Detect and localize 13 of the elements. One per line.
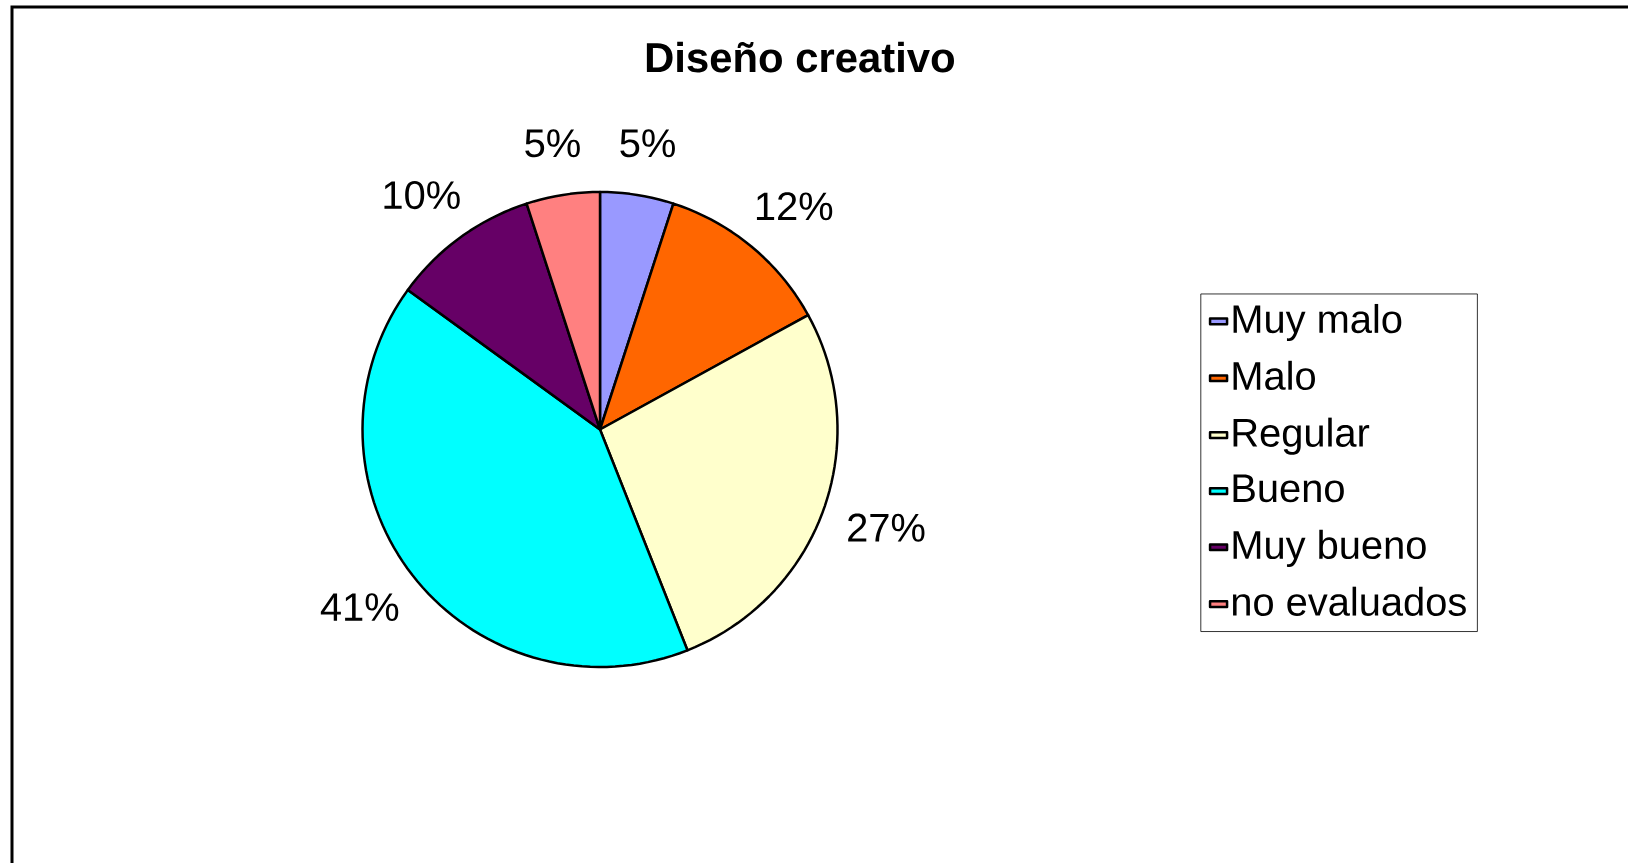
chart-title: Diseño creativo — [646, 41, 954, 73]
data-label: 41% — [320, 593, 399, 622]
legend-label: Malo — [1233, 360, 1315, 391]
legend-label: Muy malo — [1233, 303, 1402, 342]
legend-label: no evaluados — [1232, 586, 1466, 616]
data-label: 5% — [620, 129, 675, 158]
data-label: 27% — [848, 513, 925, 542]
legend-label: Regular — [1233, 417, 1370, 455]
legend-label: Muy bueno — [1233, 529, 1426, 567]
data-label: 10% — [384, 180, 460, 210]
data-label: 12% — [756, 192, 833, 221]
data-label: 5% — [525, 129, 580, 158]
legend-label: Bueno — [1233, 474, 1344, 503]
